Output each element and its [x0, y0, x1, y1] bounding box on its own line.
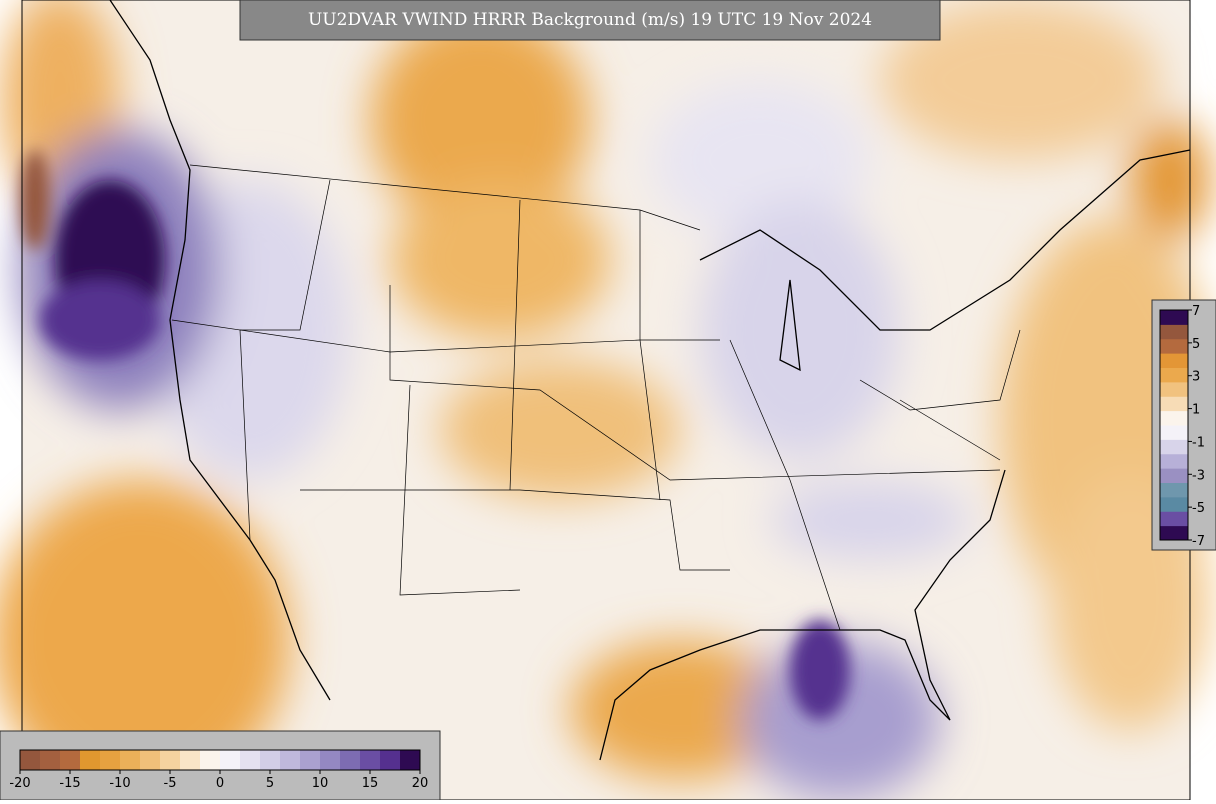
colorbar-swatch	[20, 750, 41, 770]
colorbar-tick-label: 1	[1192, 403, 1200, 418]
colorbar-swatch	[1160, 367, 1188, 383]
colorbar-tick-label: 3	[1192, 370, 1200, 385]
colorbar-swatch	[1160, 324, 1188, 340]
colorbar-tick-label: -5	[1192, 501, 1205, 516]
colorbar-swatch	[220, 750, 241, 770]
colorbar-swatch	[380, 750, 401, 770]
coastlines	[109, 0, 1191, 761]
colorbar-swatch	[120, 750, 141, 770]
colorbars: -20 -15 -10 -5 0 5 10 15 20 7 5 3 1 -1 -3 -5 -7	[9, 304, 1205, 791]
colorbar-swatch	[1160, 338, 1188, 354]
colorbar-swatch	[1160, 468, 1188, 483]
colorbar-swatch	[240, 750, 261, 770]
colorbar-tick-label: -3	[1192, 468, 1205, 483]
colorbar-swatch	[60, 750, 81, 770]
colorbar-swatch	[1160, 453, 1188, 469]
colorbar-tick-label: -10	[109, 776, 130, 791]
colorbar-swatch	[360, 750, 381, 770]
colorbar-tick-label: 5	[1192, 337, 1200, 352]
colorbar-tick-label: 7	[1192, 304, 1200, 319]
colorbar-swatch	[1160, 396, 1188, 412]
colorbar-outline	[1159, 309, 1189, 541]
colorbar-swatch	[1160, 425, 1188, 440]
colorbar-swatch	[140, 750, 161, 770]
colorbar-tick-label: 15	[362, 776, 379, 791]
colorbar-tick-label: -20	[9, 776, 30, 791]
colorbar-swatch	[260, 750, 281, 770]
colorbar-tick-label: -7	[1192, 534, 1205, 549]
colorbar-swatch	[40, 750, 61, 770]
colorbar-tick-label: -1	[1192, 435, 1205, 450]
colorbar-tick-label: 10	[312, 776, 329, 791]
colorbar-swatch	[1160, 511, 1188, 527]
colorbar-swatch	[1160, 482, 1188, 498]
colorbar-swatch	[200, 750, 221, 770]
colorbar-swatch	[400, 750, 421, 770]
colorbar-tick-label: 5	[266, 776, 274, 791]
colorbar-swatch	[300, 750, 321, 770]
colorbar-swatch	[340, 750, 361, 770]
colorbar-swatch	[1160, 439, 1188, 455]
colorbar-swatch	[1160, 525, 1188, 541]
colorbar-swatch	[160, 750, 181, 770]
colorbar-tick-label: 0	[216, 776, 224, 791]
title-box	[239, 0, 941, 41]
colorbar-swatch	[320, 750, 341, 770]
colorbar-tick-label: 20	[412, 776, 429, 791]
colorbar-swatch	[1160, 410, 1188, 426]
colorbar-tick-label: -15	[59, 776, 80, 791]
colorbar-swatch	[1160, 381, 1188, 397]
colorbar-tick-label: -5	[164, 776, 177, 791]
colorbar-swatch	[180, 750, 201, 770]
colorbar-swatch	[1160, 310, 1188, 325]
colorbar-swatch	[1160, 496, 1188, 512]
colorbar-swatch	[1160, 353, 1188, 368]
borders	[171, 164, 1021, 631]
colorbar-swatch	[280, 750, 301, 770]
colorbar-swatch	[80, 750, 101, 770]
title: UU2DVAR VWIND HRRR Background (m/s) 19 U…	[308, 10, 872, 30]
colorbar-swatch	[100, 750, 121, 770]
